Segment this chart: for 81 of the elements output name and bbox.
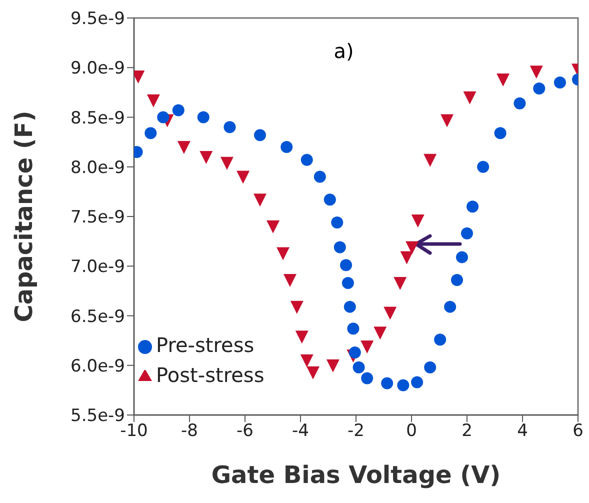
point [440, 114, 454, 128]
annotation: a) [334, 39, 354, 63]
point [360, 340, 374, 354]
point [200, 150, 213, 164]
point [326, 359, 340, 372]
point [300, 354, 314, 368]
point [314, 170, 326, 183]
point [276, 247, 290, 260]
x-tick-label: -4 [292, 421, 309, 442]
x-tick-label: 2 [462, 421, 472, 442]
y-tick-label: 9.5e-9 [70, 9, 125, 30]
point [344, 300, 356, 313]
point [554, 76, 566, 89]
point [197, 111, 210, 124]
point [177, 141, 190, 154]
x-tick-label: 0 [406, 421, 417, 442]
point [424, 154, 437, 167]
x-tick-label: -6 [236, 421, 254, 442]
point [494, 127, 506, 140]
point [381, 377, 394, 390]
point [463, 91, 476, 104]
point [340, 259, 352, 272]
point [397, 379, 410, 392]
point [146, 94, 160, 108]
point [466, 200, 479, 213]
point [394, 277, 407, 290]
point [411, 214, 424, 228]
point [384, 306, 397, 320]
point [451, 274, 464, 286]
point [266, 220, 280, 234]
point [424, 361, 436, 374]
point [172, 104, 184, 116]
point [411, 376, 424, 388]
point [306, 366, 320, 380]
x-tick-label: 6 [572, 421, 584, 442]
x-tick-label: 4 [517, 421, 528, 442]
point [280, 141, 293, 154]
point [352, 361, 365, 374]
x-tick-label: -8 [181, 421, 198, 442]
point [157, 111, 170, 124]
point [347, 322, 360, 335]
point [514, 97, 526, 110]
point [236, 170, 250, 184]
point [334, 241, 346, 254]
point [254, 129, 266, 142]
point [496, 74, 510, 87]
x-tick-label: -2 [348, 421, 364, 442]
legend-label: Pre-stress [156, 333, 254, 357]
point [444, 300, 456, 313]
point [324, 194, 336, 206]
point [290, 300, 304, 314]
y-tick-label: 9.0e-9 [70, 58, 125, 79]
point [533, 82, 546, 94]
y-tick-label: 8.5e-9 [70, 108, 125, 128]
point [361, 372, 374, 384]
point [400, 251, 414, 264]
point [461, 227, 473, 240]
y-tick-label: 6.5e-9 [70, 306, 125, 327]
point [530, 66, 543, 79]
y-tick-label: 6.0e-9 [70, 356, 125, 376]
point [253, 194, 266, 207]
point [348, 346, 361, 358]
legend-label: Post-stress [156, 363, 264, 387]
point [434, 334, 446, 346]
point [331, 216, 344, 228]
point [456, 251, 468, 264]
x-axis-title: Gate Bias Voltage (V) [211, 461, 501, 489]
point [374, 326, 387, 340]
point [406, 241, 419, 254]
point [295, 330, 308, 344]
point [224, 121, 236, 134]
point [144, 127, 157, 140]
point [342, 276, 354, 289]
y-axis-title: Capacitance (F) [10, 110, 38, 322]
y-tick-label: 8.0e-9 [70, 158, 125, 178]
point [477, 160, 490, 173]
point [220, 156, 234, 170]
point [283, 274, 296, 288]
point [300, 154, 313, 166]
y-tick-label: 7.5e-9 [70, 208, 125, 228]
y-tick-label: 7.0e-9 [70, 257, 125, 278]
